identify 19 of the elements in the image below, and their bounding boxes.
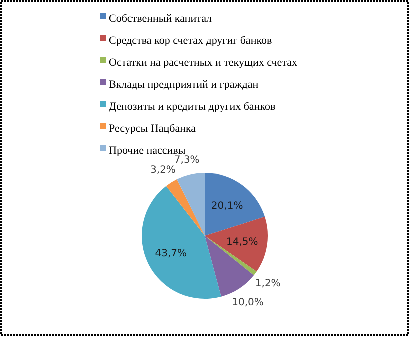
legend-label: Ресурсы Нацбанка: [109, 122, 196, 135]
pie-slice: [205, 173, 266, 236]
pie-slice: [166, 180, 205, 236]
data-label: 43,7%: [155, 248, 188, 260]
pie-slice: [205, 236, 257, 276]
legend-label: Депозиты и кредиты других банков: [109, 100, 276, 113]
legend-label: Вклады предприятий и граждан: [109, 78, 259, 91]
legend-label: Прочие пассивы: [109, 144, 186, 157]
data-label: 20,1%: [211, 200, 244, 212]
data-label: 7,3%: [174, 154, 200, 166]
data-label: 14,5%: [226, 237, 258, 248]
data-label: 3,2%: [150, 164, 176, 176]
data-label: 10,0%: [232, 297, 264, 308]
legend-label: Собственный капитал: [109, 12, 213, 25]
legend-label: Остатки на расчетных и текущих счетах: [109, 56, 298, 69]
pie-slice: [205, 216, 268, 272]
pie-slice: [177, 173, 205, 236]
legend-label: Средства кор счетах другиг банков: [109, 34, 272, 47]
data-label: 1,2%: [255, 278, 281, 290]
